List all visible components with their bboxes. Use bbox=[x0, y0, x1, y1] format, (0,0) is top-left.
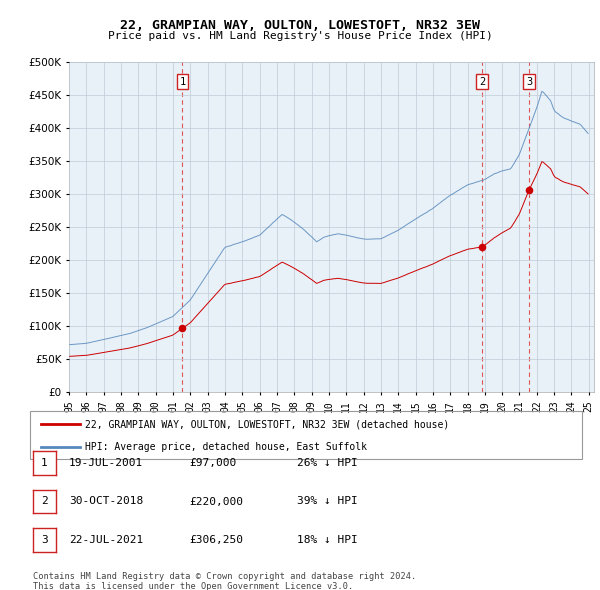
Text: £220,000: £220,000 bbox=[189, 497, 243, 506]
Text: 22, GRAMPIAN WAY, OULTON, LOWESTOFT, NR32 3EW: 22, GRAMPIAN WAY, OULTON, LOWESTOFT, NR3… bbox=[120, 19, 480, 32]
Point bbox=[178, 323, 187, 333]
Text: 1: 1 bbox=[41, 458, 48, 468]
Point bbox=[477, 242, 487, 252]
Text: 30-OCT-2018: 30-OCT-2018 bbox=[69, 497, 143, 506]
Text: Price paid vs. HM Land Registry's House Price Index (HPI): Price paid vs. HM Land Registry's House … bbox=[107, 31, 493, 41]
Text: 19-JUL-2001: 19-JUL-2001 bbox=[69, 458, 143, 468]
Text: 3: 3 bbox=[41, 535, 48, 545]
Text: HPI: Average price, detached house, East Suffolk: HPI: Average price, detached house, East… bbox=[85, 442, 367, 452]
Text: 39% ↓ HPI: 39% ↓ HPI bbox=[297, 497, 358, 506]
Text: 2: 2 bbox=[41, 497, 48, 506]
Text: 3: 3 bbox=[526, 77, 532, 87]
Text: £97,000: £97,000 bbox=[189, 458, 236, 468]
Text: 18% ↓ HPI: 18% ↓ HPI bbox=[297, 535, 358, 545]
Text: This data is licensed under the Open Government Licence v3.0.: This data is licensed under the Open Gov… bbox=[33, 582, 353, 590]
Text: £306,250: £306,250 bbox=[189, 535, 243, 545]
Text: 22-JUL-2021: 22-JUL-2021 bbox=[69, 535, 143, 545]
Text: 1: 1 bbox=[179, 77, 185, 87]
Text: 22, GRAMPIAN WAY, OULTON, LOWESTOFT, NR32 3EW (detached house): 22, GRAMPIAN WAY, OULTON, LOWESTOFT, NR3… bbox=[85, 419, 449, 429]
Text: Contains HM Land Registry data © Crown copyright and database right 2024.: Contains HM Land Registry data © Crown c… bbox=[33, 572, 416, 581]
Text: 26% ↓ HPI: 26% ↓ HPI bbox=[297, 458, 358, 468]
Text: 2: 2 bbox=[479, 77, 485, 87]
Point bbox=[524, 185, 534, 195]
